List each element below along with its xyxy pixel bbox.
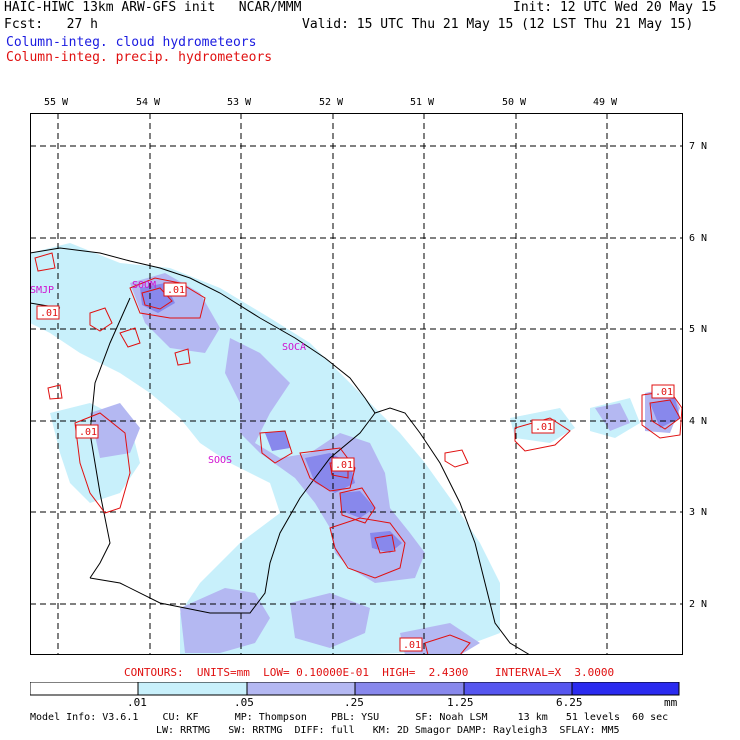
colorbar-tick-01: .01	[127, 696, 147, 709]
legend-precip: Column-integ. precip. hydrometeors	[6, 50, 273, 65]
precip-contours	[34, 252, 683, 655]
model-info-line2: LW: RRTMG SW: RRTMG DIFF: full KM: 2D Sm…	[156, 725, 620, 736]
legend-cloud: Column-integ. cloud hydrometeors	[6, 35, 257, 50]
contour-label: .01	[79, 427, 97, 438]
forecast-map: SMJP SOOM SOCA SOOS .01 .01 .01 .01 .01 …	[30, 113, 683, 655]
lon-label-54w: 54 W	[136, 97, 161, 108]
lat-label-3n: 3 N	[689, 507, 708, 518]
valid-time: Valid: 15 UTC Thu 21 May 15 (12 LST Thu …	[302, 17, 694, 32]
contour-label: .01	[535, 422, 553, 433]
lat-label-2n: 2 N	[689, 599, 708, 610]
init-time: Init: 12 UTC Wed 20 May 15	[513, 0, 717, 15]
lon-label-53w: 53 W	[227, 97, 252, 108]
lon-label-51w: 51 W	[410, 97, 435, 108]
station-label-soos: SOOS	[208, 455, 232, 466]
cloud-field-dark	[140, 283, 680, 553]
contour-label: .01	[40, 308, 58, 319]
lat-label-7n: 7 N	[689, 141, 708, 152]
contour-info: CONTOURS: UNITS=mm LOW= 0.10000E-01 HIGH…	[124, 666, 615, 679]
lon-label-49w: 49 W	[593, 97, 618, 108]
station-label-soca: SOCA	[282, 342, 306, 353]
lon-label-50w: 50 W	[502, 97, 527, 108]
contour-value-labels: .01 .01 .01 .01 .01 .01 .01	[36, 282, 675, 652]
colorbar-unit: mm	[664, 696, 678, 709]
lat-label-6n: 6 N	[689, 233, 708, 244]
lon-label-52w: 52 W	[319, 97, 344, 108]
colorbar	[30, 682, 680, 696]
station-label-smjp: SMJP	[30, 285, 54, 296]
colorbar-tick-125: 1.25	[447, 696, 474, 709]
station-label-soom: SOOM	[132, 280, 156, 291]
contour-label: .01	[403, 640, 421, 651]
model-info-line1: Model Info: V3.6.1 CU: KF MP: Thompson P…	[30, 712, 669, 723]
colorbar-tick-25: .25	[344, 696, 364, 709]
lat-label-5n: 5 N	[689, 324, 708, 335]
forecast-hour: Fcst: 27 h	[4, 17, 98, 32]
contour-label: .01	[655, 387, 673, 398]
contour-label: .01	[167, 285, 185, 296]
colorbar-tick-05: .05	[234, 696, 254, 709]
colorbar-tick-625: 6.25	[556, 696, 583, 709]
coastlines-borders	[30, 247, 531, 655]
lon-label-55w: 55 W	[44, 97, 69, 108]
lat-lon-grid	[30, 113, 683, 655]
contour-label: .01	[335, 460, 353, 471]
model-title: HAIC-HIWC 13km ARW-GFS init NCAR/MMM	[4, 0, 302, 15]
lat-label-4n: 4 N	[689, 416, 708, 427]
map-frame	[30, 113, 683, 655]
